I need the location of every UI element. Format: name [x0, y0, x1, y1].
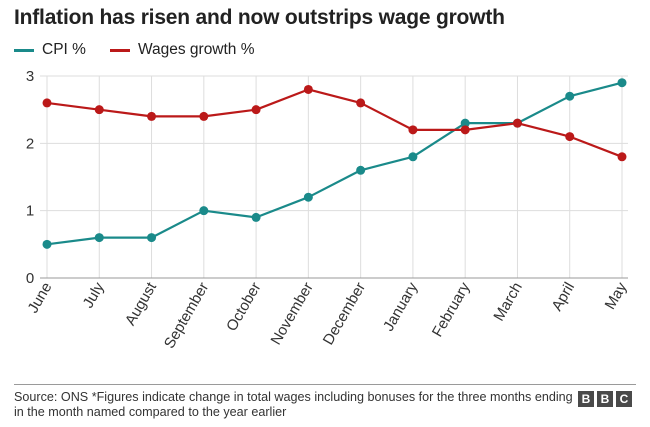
data-point: [42, 98, 52, 108]
source-note: Source: ONS *Figures indicate change in …: [14, 390, 573, 419]
x-tick-label: July: [80, 279, 108, 311]
data-point: [617, 78, 627, 88]
data-point: [199, 111, 209, 121]
legend-item-wages: Wages growth %: [109, 41, 255, 59]
chart-title: Inflation has risen and now outstrips wa…: [14, 6, 505, 29]
x-tick-label: February: [429, 279, 474, 340]
x-tick-label: April: [548, 280, 578, 314]
data-point: [408, 152, 418, 162]
x-tick-label: September: [161, 279, 212, 351]
x-tick-label: August: [122, 279, 160, 329]
data-point: [303, 192, 313, 202]
legend-swatch-cpi: [14, 48, 34, 52]
x-tick-label: May: [602, 279, 631, 312]
y-tick-label: 1: [26, 203, 34, 220]
y-tick-label: 2: [26, 135, 34, 152]
data-point: [42, 239, 52, 249]
data-point: [460, 125, 470, 135]
data-point: [565, 132, 575, 142]
footer-divider: [14, 384, 636, 385]
bbc-logo: B B C: [575, 391, 632, 407]
data-point: [303, 84, 313, 94]
x-tick-label: December: [320, 280, 369, 348]
data-point: [199, 206, 209, 216]
data-point: [356, 165, 366, 175]
data-point: [408, 125, 418, 135]
y-tick-label: 3: [26, 68, 34, 85]
bbc-logo-letter: B: [597, 391, 613, 407]
bbc-logo-letter: C: [616, 391, 632, 407]
data-point: [356, 98, 366, 108]
data-point: [251, 212, 261, 222]
x-tick-label: March: [490, 280, 526, 325]
x-tick-label: November: [268, 280, 317, 348]
bbc-logo-letter: B: [578, 391, 594, 407]
data-point: [251, 105, 261, 115]
data-point: [512, 118, 522, 128]
legend-item-cpi: CPI %: [14, 41, 86, 59]
legend-label-cpi: CPI %: [42, 41, 86, 58]
data-point: [94, 105, 104, 115]
y-tick-label: 0: [26, 270, 34, 287]
data-point: [147, 111, 157, 121]
data-point: [565, 91, 575, 101]
data-point: [94, 233, 104, 243]
data-point: [617, 152, 627, 162]
x-tick-label: October: [223, 279, 264, 334]
data-point: [460, 118, 470, 128]
x-tick-label: January: [380, 279, 422, 334]
data-point: [147, 233, 157, 243]
legend-swatch-wages: [109, 48, 130, 52]
chart-legend: CPI % Wages growth %: [14, 40, 279, 60]
series-line: [46, 88, 623, 158]
legend-label-wages: Wages growth %: [137, 41, 255, 58]
series-line: [46, 81, 623, 246]
